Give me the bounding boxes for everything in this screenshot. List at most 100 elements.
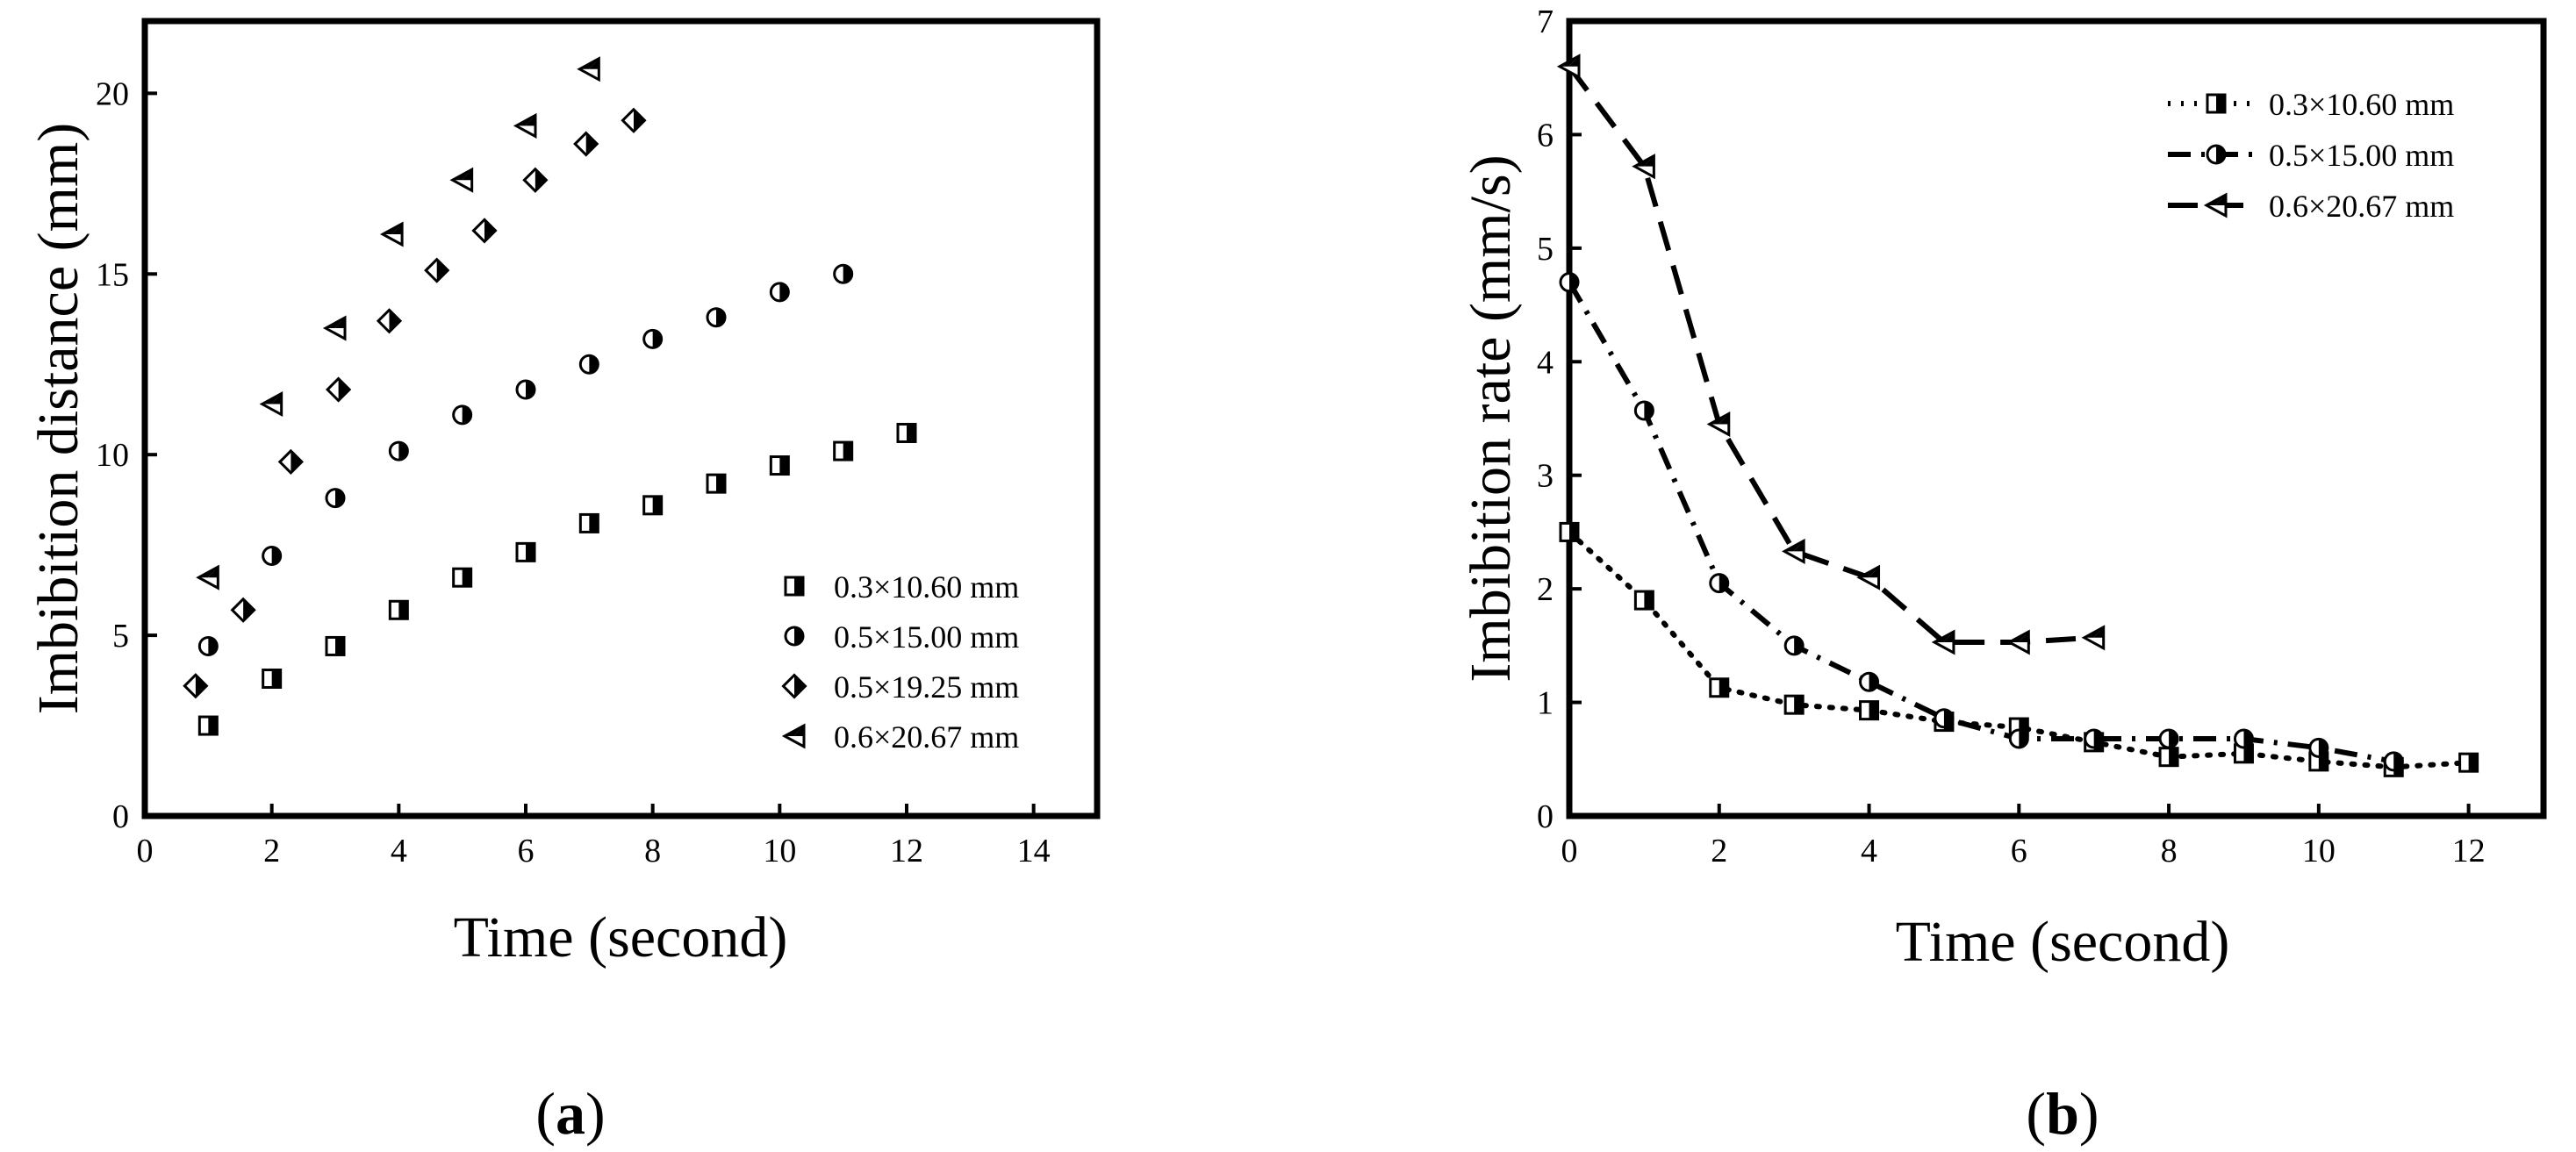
y-tick-label: 2 bbox=[1537, 571, 1553, 608]
legend-label: 0.5×19.25 mm bbox=[834, 669, 1019, 705]
data-point bbox=[2081, 625, 2106, 651]
y-tick-label: 0 bbox=[112, 798, 129, 835]
data-point bbox=[515, 379, 536, 400]
data-point bbox=[376, 308, 403, 334]
data-point bbox=[706, 307, 727, 328]
x-tick-label: 2 bbox=[1711, 833, 1727, 869]
series-line bbox=[1567, 64, 2094, 645]
data-point bbox=[642, 495, 664, 516]
chart-a-legend: 0.3×10.60 mm 0.5×15.00 mm 0.5×19.25 mm 0.6×… bbox=[781, 569, 1019, 755]
data-point bbox=[578, 512, 599, 533]
data-point bbox=[1783, 635, 1805, 656]
data-point bbox=[2308, 751, 2329, 772]
data-point bbox=[452, 404, 473, 426]
data-point bbox=[388, 440, 409, 462]
data-point bbox=[471, 218, 498, 244]
data-point bbox=[1783, 694, 1805, 715]
chart-b-y-ticks: 0 1 2 3 4 5 6 7 bbox=[1537, 4, 1582, 835]
chart-a-x-axis-label: Time (second) bbox=[454, 905, 788, 970]
y-tick-label: 6 bbox=[1537, 117, 1553, 154]
chart-b-plot-frame bbox=[1566, 18, 2547, 819]
chart-a-y-axis-label: Imbibition distance (mm) bbox=[26, 123, 90, 715]
y-tick-label: 7 bbox=[1537, 4, 1553, 40]
data-point bbox=[769, 282, 790, 303]
y-tick-label: 20 bbox=[96, 75, 129, 112]
legend-marker bbox=[781, 723, 806, 749]
data-point bbox=[2458, 752, 2479, 773]
data-point bbox=[2383, 751, 2404, 772]
data-point bbox=[513, 112, 537, 139]
legend-label: 0.3×10.60 mm bbox=[834, 569, 1019, 605]
x-tick-label: 4 bbox=[1861, 833, 1877, 869]
data-point bbox=[1633, 590, 1654, 611]
chart-a: 0 2 4 6 8 10 12 14 0 5 10 15 20 0.3×10.60 mm 0.5×15.… bbox=[26, 18, 1101, 1147]
data-point bbox=[197, 635, 219, 656]
data-point bbox=[1859, 700, 1880, 721]
data-point bbox=[379, 221, 404, 247]
data-point bbox=[277, 448, 304, 476]
data-point bbox=[1934, 708, 1955, 729]
data-point bbox=[1782, 538, 1805, 564]
data-point bbox=[1706, 411, 1731, 437]
legend-label: 0.6×20.67 mm bbox=[834, 719, 1019, 755]
data-point bbox=[183, 673, 209, 699]
x-tick-label: 8 bbox=[644, 833, 661, 869]
legend-label: 0.3×10.60 mm bbox=[2269, 87, 2454, 122]
data-point bbox=[325, 635, 346, 656]
data-point bbox=[452, 567, 473, 588]
data-point bbox=[833, 263, 854, 284]
chart-b-legend: 0.3×10.60 mm 0.5×15.00 mm 0.6×20.67 mm bbox=[2168, 87, 2454, 224]
data-point bbox=[197, 715, 219, 736]
data-point bbox=[2233, 728, 2254, 749]
data-point bbox=[1556, 54, 1581, 80]
legend-marker bbox=[2203, 192, 2228, 218]
chart-b-y-axis-label: Imbibition rate (mm/s) bbox=[1459, 154, 1523, 682]
x-tick-label: 14 bbox=[1017, 833, 1051, 869]
chart-a-plot-frame bbox=[141, 18, 1101, 819]
chart-b-x-axis-label: Time (second) bbox=[1896, 910, 2230, 974]
data-point bbox=[259, 391, 283, 418]
y-tick-label: 3 bbox=[1537, 458, 1553, 495]
x-tick-label: 12 bbox=[2452, 833, 2486, 869]
data-point bbox=[1559, 272, 1580, 293]
data-point bbox=[1633, 400, 1654, 421]
y-tick-label: 5 bbox=[112, 618, 129, 655]
data-point bbox=[1632, 154, 1655, 180]
chart-a-panel-label: (a) bbox=[535, 1080, 605, 1147]
data-point bbox=[325, 488, 346, 509]
x-tick-label: 0 bbox=[1561, 833, 1578, 869]
data-point bbox=[896, 422, 917, 443]
chart-a-x-ticks: 0 2 4 6 8 10 12 14 bbox=[137, 804, 1051, 869]
data-point bbox=[621, 107, 647, 133]
y-tick-label: 5 bbox=[1537, 231, 1553, 268]
legend-label: 0.5×15.00 mm bbox=[2269, 138, 2454, 173]
data-point bbox=[833, 440, 854, 462]
data-point bbox=[2006, 629, 2030, 655]
data-point bbox=[262, 669, 283, 690]
chart-b-lines bbox=[1567, 64, 2472, 770]
data-point bbox=[262, 545, 283, 566]
x-tick-label: 8 bbox=[2161, 833, 2178, 869]
y-tick-label: 15 bbox=[96, 256, 129, 293]
data-point bbox=[2308, 737, 2329, 758]
data-point bbox=[2158, 728, 2179, 749]
data-point bbox=[2084, 728, 2105, 749]
data-point bbox=[706, 473, 727, 494]
legend-label: 0.6×20.67 mm bbox=[2269, 189, 2454, 224]
data-point bbox=[577, 56, 600, 82]
y-tick-label: 0 bbox=[1537, 798, 1553, 835]
legend-marker bbox=[784, 576, 805, 597]
data-point bbox=[322, 315, 347, 341]
data-point bbox=[522, 167, 549, 193]
legend-marker bbox=[2206, 93, 2227, 114]
legend-marker bbox=[781, 673, 807, 699]
chart-a-y-ticks: 0 5 10 15 20 bbox=[96, 75, 157, 835]
x-tick-label: 6 bbox=[518, 833, 535, 869]
legend-marker bbox=[784, 626, 805, 647]
x-tick-label: 10 bbox=[763, 833, 796, 869]
data-point bbox=[1856, 564, 1881, 590]
x-tick-label: 12 bbox=[890, 833, 923, 869]
chart-b-marks bbox=[1556, 54, 2479, 777]
